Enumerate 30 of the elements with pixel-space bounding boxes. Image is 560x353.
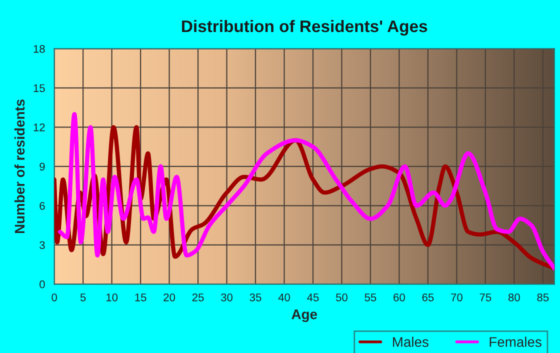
x-tick-label: 20	[164, 293, 176, 302]
y-tick-label: 0	[40, 280, 45, 288]
x-tick-label: 45	[307, 294, 319, 302]
y-tick-label: 18	[34, 44, 45, 53]
x-tick-label: 30	[221, 293, 233, 302]
y-tick-label: 6	[40, 202, 45, 210]
x-tick-label: 15	[135, 294, 146, 302]
x-tick-label: 55	[364, 294, 376, 302]
y-tick-label: 15	[34, 84, 45, 92]
x-tick-label: 50	[336, 293, 348, 302]
x-tick-label: 25	[192, 293, 204, 302]
x-tick-label: 0	[52, 293, 57, 302]
x-tick-label: 35	[250, 293, 262, 302]
x-tick-label: 60	[394, 293, 405, 302]
x-tick-label: 85	[537, 293, 549, 302]
x-tick-label: 40	[278, 293, 290, 302]
x-tick-label: 10	[106, 293, 118, 302]
y-tick-label: 12	[34, 123, 45, 132]
legend-label: Males	[393, 336, 428, 347]
chart-title: Distribution of Residents' Ages	[182, 20, 428, 36]
y-axis-title: Number of residents	[14, 99, 25, 234]
y-tick-label: 3	[40, 241, 45, 250]
x-axis-title: Age	[292, 310, 318, 322]
x-tick-label: 5	[80, 294, 86, 302]
x-tick-label: 70	[451, 293, 462, 302]
legend-label: Females	[490, 336, 542, 347]
y-tick-label: 9	[40, 162, 45, 171]
x-tick-label: 80	[508, 293, 520, 302]
x-tick-label: 65	[422, 293, 434, 302]
x-tick-label: 75	[480, 294, 492, 302]
